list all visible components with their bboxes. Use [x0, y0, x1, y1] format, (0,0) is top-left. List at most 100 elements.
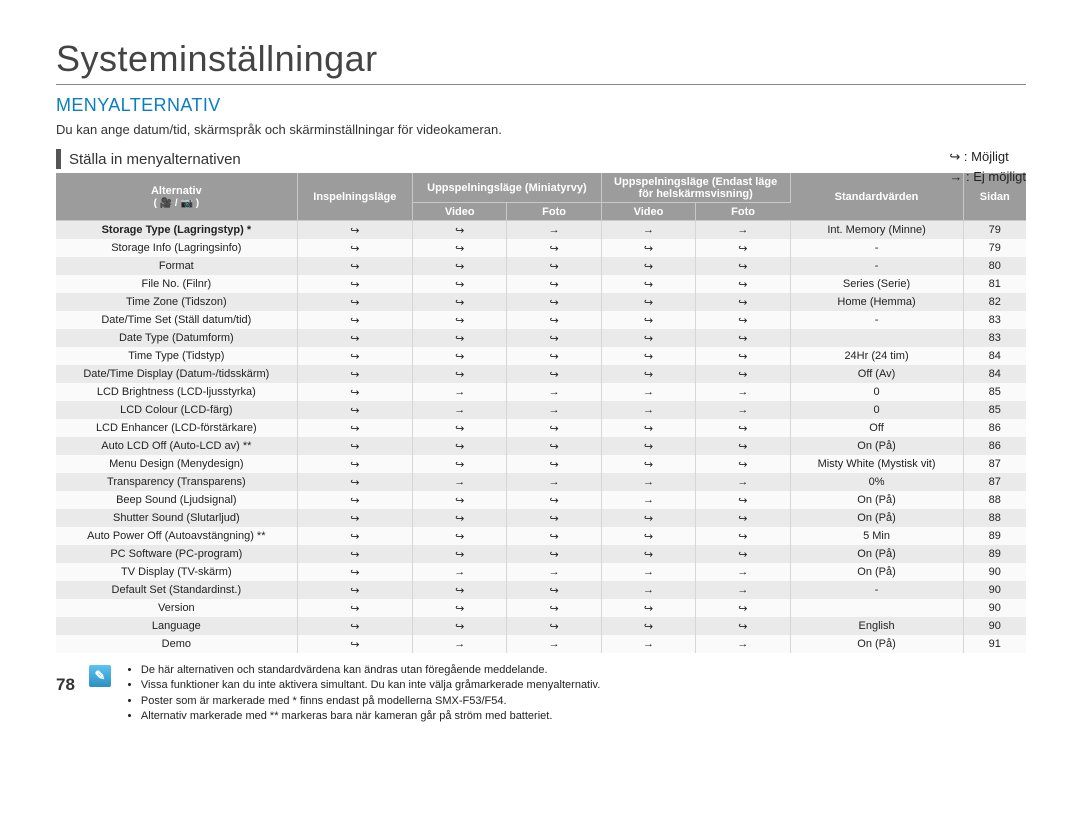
cell-pg: 83: [963, 329, 1026, 347]
cell-alt: Storage Type (Lagringstyp) *: [56, 221, 297, 240]
cell-def: On (På): [790, 635, 963, 653]
cell-pv: ↪: [413, 617, 507, 635]
cell-ff: ↪: [696, 257, 790, 275]
cell-rec: ↪: [297, 617, 412, 635]
cell-def: On (På): [790, 545, 963, 563]
col-foto2: Foto: [696, 203, 790, 221]
cell-fv: ↪: [601, 617, 695, 635]
cell-ff: ↪: [696, 509, 790, 527]
table-row: Auto Power Off (Autoavstängning) **↪↪↪↪↪…: [56, 527, 1026, 545]
cell-rec: ↪: [297, 509, 412, 527]
cell-pg: 86: [963, 437, 1026, 455]
cell-pv: →: [413, 563, 507, 581]
cell-pf: ↪: [507, 455, 601, 473]
footnote-item: Alternativ markerade med ** markeras bar…: [141, 709, 600, 724]
cell-fv: ↪: [601, 509, 695, 527]
cell-ff: →: [696, 635, 790, 653]
footnote-item: De här alternativen och standardvärdena …: [141, 663, 600, 678]
settings-table: Alternativ ( 🎥 / 📷 ) Inspelningsläge Upp…: [56, 173, 1026, 653]
possible-icon: ↪: [949, 149, 960, 164]
table-row: Demo↪→→→→On (På)91: [56, 635, 1026, 653]
cell-rec: ↪: [297, 347, 412, 365]
cell-alt: Version: [56, 599, 297, 617]
cell-def: -: [790, 257, 963, 275]
cell-def: [790, 599, 963, 617]
cell-rec: ↪: [297, 401, 412, 419]
cell-rec: ↪: [297, 455, 412, 473]
table-row: Language↪↪↪↪↪English90: [56, 617, 1026, 635]
cell-alt: Date/Time Display (Datum-/tidsskärm): [56, 365, 297, 383]
cell-pv: →: [413, 473, 507, 491]
notpossible-icon: →: [949, 169, 962, 184]
possible-label: Möjligt: [971, 149, 1009, 164]
cell-pf: →: [507, 401, 601, 419]
cell-fv: →: [601, 473, 695, 491]
cell-pv: →: [413, 383, 507, 401]
cell-alt: Date/Time Set (Ställ datum/tid): [56, 311, 297, 329]
legend: ↪ : Möjligt → : Ej möjligt: [949, 147, 1026, 186]
table-row: Date/Time Display (Datum-/tidsskärm)↪↪↪↪…: [56, 365, 1026, 383]
cell-pg: 86: [963, 419, 1026, 437]
cell-pf: ↪: [507, 617, 601, 635]
cell-fv: ↪: [601, 599, 695, 617]
cell-ff: ↪: [696, 365, 790, 383]
cell-pf: ↪: [507, 257, 601, 275]
cell-pf: ↪: [507, 545, 601, 563]
cell-fv: →: [601, 221, 695, 240]
cell-alt: Demo: [56, 635, 297, 653]
cell-fv: ↪: [601, 455, 695, 473]
col-rec: Inspelningsläge: [297, 173, 412, 221]
cell-ff: ↪: [696, 275, 790, 293]
table-row: Storage Info (Lagringsinfo)↪↪↪↪↪-79: [56, 239, 1026, 257]
cell-rec: ↪: [297, 545, 412, 563]
cell-pv: ↪: [413, 545, 507, 563]
cell-ff: ↪: [696, 239, 790, 257]
page-number: 78: [56, 675, 75, 695]
cell-fv: ↪: [601, 347, 695, 365]
cell-def: Int. Memory (Minne): [790, 221, 963, 240]
col-play-full: Uppspelningsläge (Endast läge för helskä…: [601, 173, 790, 203]
cell-fv: ↪: [601, 545, 695, 563]
cell-rec: ↪: [297, 293, 412, 311]
cell-pg: 81: [963, 275, 1026, 293]
cell-fv: →: [601, 401, 695, 419]
cell-pf: ↪: [507, 293, 601, 311]
cell-rec: ↪: [297, 329, 412, 347]
cell-ff: ↪: [696, 311, 790, 329]
cell-ff: ↪: [696, 293, 790, 311]
cell-def: Home (Hemma): [790, 293, 963, 311]
cell-ff: ↪: [696, 545, 790, 563]
subhead-bar: [56, 149, 61, 169]
cell-alt: Beep Sound (Ljudsignal): [56, 491, 297, 509]
table-row: Menu Design (Menydesign)↪↪↪↪↪Misty White…: [56, 455, 1026, 473]
cell-def: Misty White (Mystisk vit): [790, 455, 963, 473]
cell-ff: →: [696, 401, 790, 419]
cell-alt: File No. (Filnr): [56, 275, 297, 293]
col-alternativ: Alternativ ( 🎥 / 📷 ): [56, 173, 297, 221]
cell-pg: 85: [963, 383, 1026, 401]
cell-alt: Time Type (Tidstyp): [56, 347, 297, 365]
cell-ff: ↪: [696, 437, 790, 455]
cell-alt: Date Type (Datumform): [56, 329, 297, 347]
cell-alt: LCD Brightness (LCD-ljusstyrka): [56, 383, 297, 401]
cell-pv: ↪: [413, 509, 507, 527]
col-video1: Video: [413, 203, 507, 221]
cell-def: On (På): [790, 563, 963, 581]
table-row: Time Type (Tidstyp)↪↪↪↪↪24Hr (24 tim)84: [56, 347, 1026, 365]
cell-ff: ↪: [696, 347, 790, 365]
table-row: LCD Enhancer (LCD-förstärkare)↪↪↪↪↪Off86: [56, 419, 1026, 437]
table-row: TV Display (TV-skärm)↪→→→→On (På)90: [56, 563, 1026, 581]
cell-rec: ↪: [297, 563, 412, 581]
cell-def: English: [790, 617, 963, 635]
cell-fv: ↪: [601, 437, 695, 455]
cell-pf: →: [507, 473, 601, 491]
cell-alt: LCD Colour (LCD-färg): [56, 401, 297, 419]
cell-def: On (På): [790, 509, 963, 527]
cell-rec: ↪: [297, 491, 412, 509]
cell-def: On (På): [790, 437, 963, 455]
cell-rec: ↪: [297, 221, 412, 240]
table-row: Transparency (Transparens)↪→→→→0%87: [56, 473, 1026, 491]
cell-ff: ↪: [696, 617, 790, 635]
cell-rec: ↪: [297, 635, 412, 653]
col-play-thumb: Uppspelningsläge (Miniatyrvy): [413, 173, 602, 203]
